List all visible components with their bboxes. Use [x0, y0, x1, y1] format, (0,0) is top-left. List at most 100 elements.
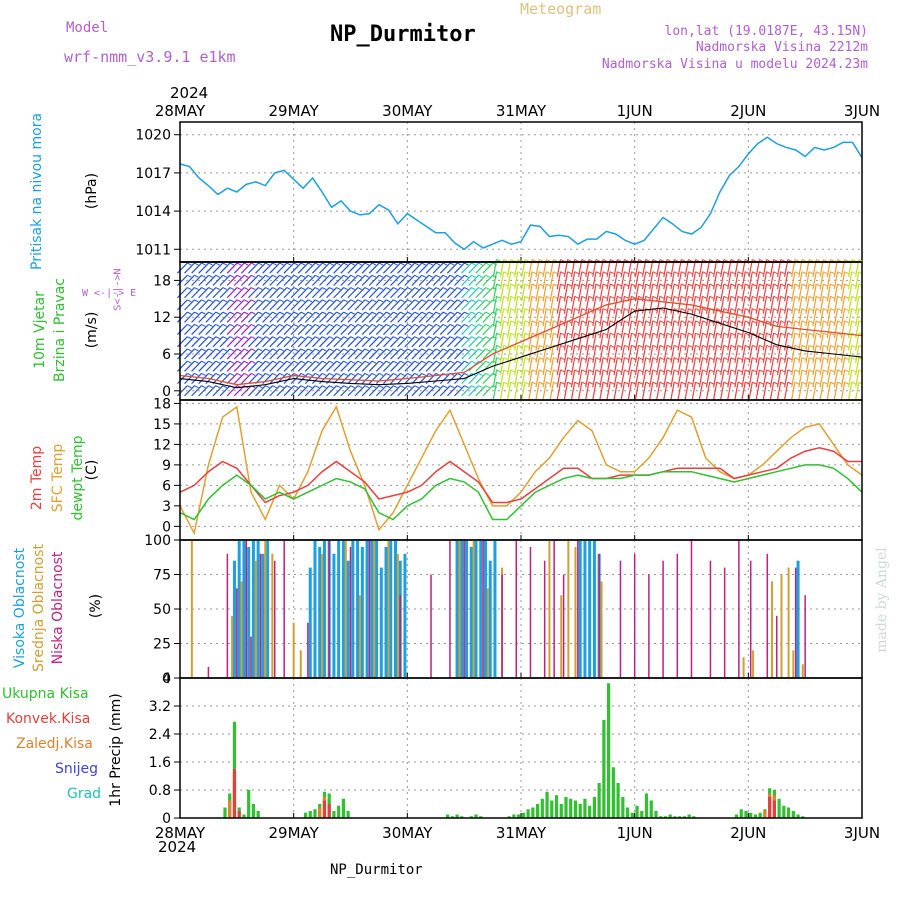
wind-barb [219, 323, 231, 335]
wind-barb [248, 336, 259, 348]
wind-barb [592, 369, 597, 388]
wind-barb [833, 283, 839, 302]
wind-barb [556, 271, 562, 290]
wind-barb-feather [279, 299, 284, 303]
wind-barb-feather [716, 295, 722, 299]
wind-barb [492, 332, 498, 351]
wind-barb-feather [421, 262, 426, 266]
wind-barb [255, 385, 266, 397]
wind-barb [670, 357, 675, 376]
wind-barb-feather [531, 283, 537, 287]
wind-barb-feather [737, 308, 743, 311]
wind-barb [506, 345, 512, 363]
wind-barb-feather [588, 381, 594, 385]
wind-barb-feather [272, 274, 277, 278]
wind-barb-feather [485, 323, 490, 327]
wind-barb [641, 308, 647, 326]
wind-barb [212, 336, 224, 348]
precip-total-bar [223, 807, 227, 818]
wind-barb [319, 360, 330, 372]
wind-barb [663, 345, 668, 363]
wind-barb-feather [343, 262, 348, 266]
wind-barb-feather [595, 357, 601, 361]
wind-barb [361, 360, 373, 372]
wind-barb [812, 296, 817, 314]
y-tick-label: 6 [162, 347, 171, 363]
wind-barb [599, 332, 604, 351]
wind-barb [691, 320, 697, 339]
wind-barb-feather [407, 323, 412, 327]
wind-barb [439, 360, 451, 372]
wind-barb-feather [673, 283, 679, 287]
wind-barb [677, 382, 682, 400]
low-cloud-bar [776, 615, 778, 678]
y-tick-label: 15 [153, 417, 171, 433]
wind-barb [556, 296, 562, 314]
wind-barb-feather [816, 259, 821, 262]
wind-barb [311, 385, 323, 397]
wind-barb-feather [364, 360, 370, 364]
wind-barb-feather [801, 320, 807, 324]
wind-barb-feather [823, 283, 828, 287]
wind-barb [269, 385, 281, 397]
wind-barb-feather [393, 360, 398, 364]
high-cloud-bar [332, 553, 336, 678]
wind-barb-feather [265, 360, 270, 364]
wind-barb-feather [830, 332, 835, 336]
wind-barb [461, 311, 472, 323]
wind-barb [741, 369, 746, 388]
high-cloud-bar [251, 540, 255, 678]
wind-barb-feather [723, 320, 729, 324]
wind-barb-feather [737, 381, 743, 385]
wind-barb-feather [400, 385, 405, 389]
wind-barb-feather [538, 320, 544, 324]
wind-barb [390, 262, 401, 274]
wind-barb-feather [595, 259, 601, 262]
wind-barb [812, 271, 817, 290]
wind-barb-feather [517, 283, 523, 287]
wind-barb [649, 320, 654, 339]
wind-barb-feather [435, 336, 441, 340]
wind-barb-feather [350, 311, 355, 315]
wind-barb-feather [830, 308, 835, 311]
wind-barb [361, 336, 373, 348]
wind-barb [432, 274, 444, 286]
wind-barb-feather [201, 373, 206, 376]
wind-barb [748, 320, 753, 339]
wind-barb-feather [322, 323, 327, 327]
wind-barb [549, 283, 554, 302]
wind-barb [712, 382, 718, 400]
wind-barb-feather [371, 262, 377, 266]
wind-barb [283, 274, 295, 286]
wind-barb-feather [780, 259, 785, 262]
wind-barb [492, 283, 498, 302]
wind-barb [326, 336, 337, 348]
wind-barb [570, 332, 576, 351]
wind-barb-feather [187, 360, 192, 364]
low-cloud-bar [738, 540, 740, 678]
wind-barb-feather [574, 320, 579, 324]
wind-barb-feather [773, 259, 778, 262]
wind-barb-feather [652, 357, 658, 361]
wind-barb-feather [567, 259, 572, 262]
low-cloud-bar [273, 560, 276, 678]
wind-barb-feather [837, 344, 842, 348]
wind-barb-feather [194, 311, 199, 315]
wind-barb-feather [428, 360, 434, 364]
wind-barb [468, 323, 480, 335]
wind-barb [475, 274, 487, 286]
wind-barb-feather [567, 332, 572, 336]
wind-barb [439, 299, 451, 311]
mid-cloud-bar [240, 581, 243, 678]
wind-barb [311, 311, 323, 323]
wind-barb-feather [730, 308, 736, 311]
wind-barb [840, 345, 846, 363]
wind-barb-feather [737, 271, 743, 275]
wind-barb-feather [442, 299, 448, 303]
wind-barb-feather [823, 369, 828, 373]
wind-barb-feather [510, 308, 515, 311]
wind-barb-feather [336, 348, 341, 352]
wind-barb-feather [574, 283, 579, 287]
wind-barb [347, 360, 359, 372]
